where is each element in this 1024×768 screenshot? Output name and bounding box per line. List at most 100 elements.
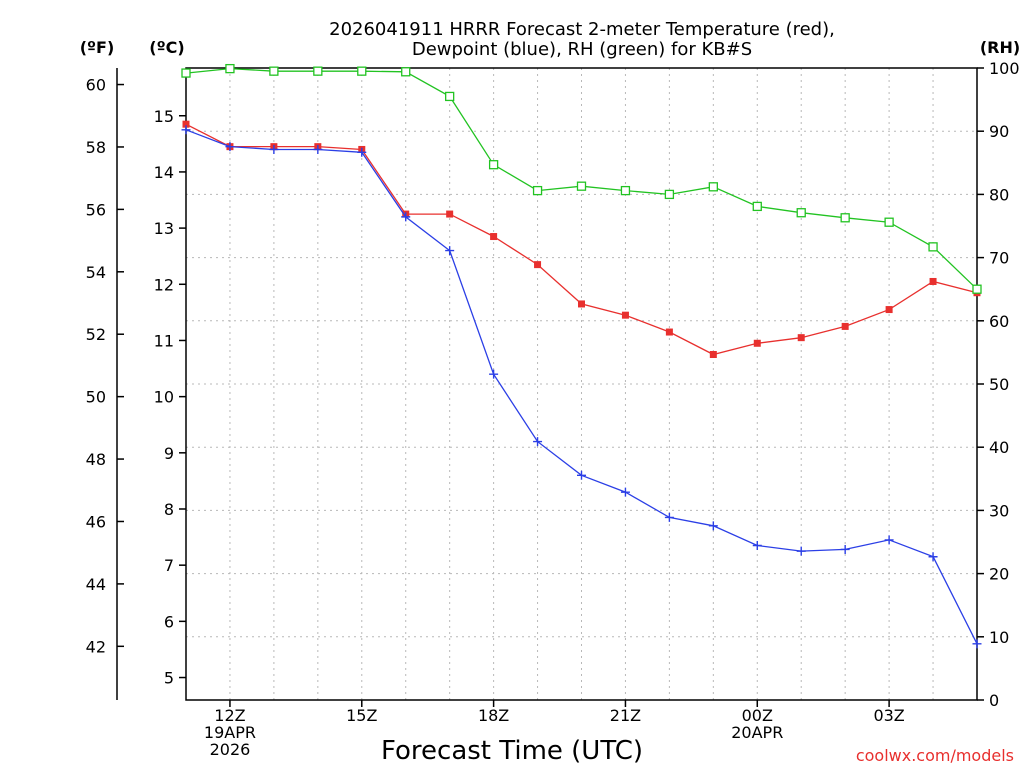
dewpoint-point <box>357 147 367 157</box>
dewpoint-point <box>620 487 630 497</box>
fahrenheit-tick-label: 48 <box>86 450 106 469</box>
rh-tick-label: 90 <box>989 122 1009 141</box>
rh-point <box>357 66 367 76</box>
x-tick-label: 12Z <box>214 706 245 725</box>
temperature-point <box>534 261 542 269</box>
temperature-point <box>490 233 498 241</box>
x-axis-label: Forecast Time (UTC) <box>381 736 643 766</box>
temperature-point <box>621 311 629 319</box>
fahrenheit-tick-label: 56 <box>86 200 106 219</box>
fahrenheit-tick-label: 50 <box>86 388 106 407</box>
rh-tick-label: 50 <box>989 375 1009 394</box>
rh-tick-label: 80 <box>989 185 1009 204</box>
celsius-tick-label: 11 <box>154 331 174 350</box>
fahrenheit-tick-label: 52 <box>86 325 106 344</box>
celsius-tick-label: 14 <box>154 163 174 182</box>
fahrenheit-tick-label: 58 <box>86 138 106 157</box>
rh-point <box>752 201 762 212</box>
chart-title-line-2: Dewpoint (blue), RH (green) for KB#S <box>412 39 752 60</box>
rh-point <box>576 181 587 191</box>
rh-point <box>840 213 850 223</box>
x-tick-label: 19APR <box>204 723 256 742</box>
temperature-point <box>753 339 761 347</box>
celsius-tick-label: 8 <box>164 500 174 519</box>
rh-point <box>532 185 543 196</box>
temperature-point <box>578 300 585 308</box>
data-series <box>181 63 982 649</box>
dewpoint-point <box>884 535 894 545</box>
temperature-point <box>709 351 717 359</box>
x-tick-label: 18Z <box>478 706 509 725</box>
rh-point <box>972 284 982 294</box>
rh-point <box>488 160 499 170</box>
source-credit: coolwx.com/models <box>856 746 1014 765</box>
rh-line <box>185 67 978 290</box>
temperature-point <box>665 328 673 336</box>
x-tick-label: 15Z <box>346 706 377 725</box>
rh-tick-label: 0 <box>989 691 999 710</box>
rh-point <box>445 91 455 102</box>
rh-point <box>225 63 235 74</box>
fahrenheit-tick-label: 54 <box>86 263 106 282</box>
temperature-point <box>797 334 805 342</box>
dewpoint-point <box>708 521 718 531</box>
x-tick-label: 03Z <box>873 706 904 725</box>
rh-point <box>181 68 191 78</box>
dewpoint-point <box>796 546 806 556</box>
celsius-tick-label: 12 <box>154 275 174 294</box>
dewpoint-point <box>225 142 235 152</box>
chart-title-line-1: 2026041911 HRRR Forecast 2-meter Tempera… <box>329 19 835 40</box>
rh-tick-label: 60 <box>989 312 1009 331</box>
fahrenheit-unit-label: (ºF) <box>80 38 115 57</box>
dewpoint-point <box>489 369 499 379</box>
dewpoint-point <box>752 541 762 551</box>
temperature-point <box>182 120 190 128</box>
rh-point <box>620 185 631 196</box>
rh-tick-label: 40 <box>989 438 1009 457</box>
rh-tick-label: 70 <box>989 249 1009 268</box>
temperature-point <box>929 277 937 285</box>
dewpoint-series <box>181 125 982 649</box>
rh-point <box>884 217 894 227</box>
rh-unit-label: (RH) <box>980 38 1020 57</box>
fahrenheit-tick-label: 46 <box>86 512 106 531</box>
rh-point <box>401 67 411 77</box>
fahrenheit-tick-label: 42 <box>86 637 106 656</box>
x-tick-label: 20APR <box>731 723 783 742</box>
celsius-tick-label: 15 <box>154 107 174 126</box>
fahrenheit-tick-label: 60 <box>86 76 106 95</box>
dewpoint-point <box>181 125 191 135</box>
temperature-point <box>885 306 893 314</box>
rh-point <box>708 182 718 192</box>
dewpoint-point <box>313 144 323 154</box>
celsius-tick-label: 6 <box>164 612 174 631</box>
celsius-tick-label: 7 <box>164 556 174 575</box>
celsius-tick-label: 9 <box>164 444 174 463</box>
dewpoint-point <box>928 552 938 562</box>
x-tick-label: 21Z <box>610 706 641 725</box>
temperature-point <box>446 210 454 218</box>
dewpoint-point <box>401 212 411 222</box>
dewpoint-point <box>577 470 586 480</box>
rh-tick-label: 10 <box>989 628 1009 647</box>
x-tick-label: 00Z <box>742 706 773 725</box>
rh-tick-label: 100 <box>989 59 1020 78</box>
x-tick-label: 2026 <box>210 740 251 759</box>
dewpoint-point <box>445 246 455 256</box>
grid-lines <box>186 68 977 700</box>
dewpoint-point <box>664 512 674 522</box>
dewpoint-point <box>533 437 543 447</box>
rh-tick-label: 30 <box>989 501 1009 520</box>
celsius-tick-label: 10 <box>154 388 174 407</box>
temperature-point <box>841 322 849 330</box>
celsius-tick-label: 13 <box>154 219 174 238</box>
rh-point <box>664 189 675 200</box>
dewpoint-point <box>972 639 982 649</box>
rh-point <box>313 66 323 76</box>
dewpoint-point <box>840 544 850 554</box>
rh-series <box>181 63 982 294</box>
celsius-tick-label: 5 <box>164 669 174 688</box>
rh-point <box>796 208 806 218</box>
